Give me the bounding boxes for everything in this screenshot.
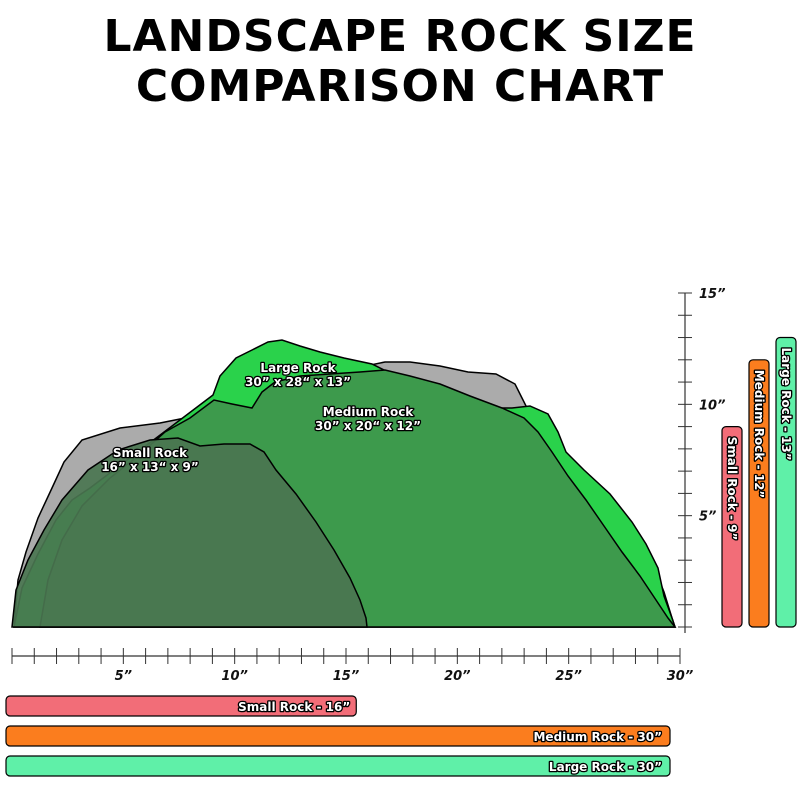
small-length-bar — [5, 695, 357, 717]
large-rock-name-label: Large Rock — [260, 361, 336, 375]
large-length-bar-label: Large Rock - 30” — [549, 760, 662, 774]
x-axis: 5” 10” 15” 20” 25” 30” — [11, 648, 693, 684]
medium-rock-name-label: Medium Rock — [323, 405, 415, 419]
y-tick-label: 10” — [699, 398, 725, 413]
chart-title: LANDSCAPE ROCK SIZE COMPARISON CHART — [0, 12, 800, 112]
x-tick-label: 15” — [333, 669, 359, 684]
medium-rock-dimensions-label: 30” x 20“ x 12” — [315, 419, 421, 433]
medium-length-bar-label: Medium Rock - 30” — [533, 730, 662, 744]
y-tick-label: 5” — [699, 510, 716, 525]
y-tick-label: 15” — [699, 287, 725, 302]
small-height-bar — [721, 426, 743, 628]
large-height-bar-label: Large Rock - 13” — [779, 348, 793, 461]
chart-title-line-2: COMPARISON CHART — [135, 61, 665, 112]
x-tick-label: 10” — [221, 669, 247, 684]
medium-height-bar-label: Medium Rock - 12” — [752, 370, 766, 499]
x-tick-label: 5” — [115, 669, 132, 684]
chart-title-line-1: LANDSCAPE ROCK SIZE — [103, 11, 697, 62]
small-rock-silhouette — [11, 437, 368, 628]
small-height-bar-label: Small Rock - 9” — [725, 437, 739, 541]
medium-length-bar — [5, 725, 671, 747]
x-tick-label: 25” — [555, 669, 581, 684]
large-rock-dimensions-label: 30” x 28“ x 13” — [245, 375, 351, 389]
height-bars: Small Rock - 9” Medium Rock - 12” Large Ro… — [721, 336, 797, 628]
y-axis: 5” 10” 15” — [678, 287, 725, 633]
small-length-bar-label: Small Rock - 16” — [238, 700, 350, 714]
large-height-bar — [775, 336, 797, 628]
length-bars: Small Rock - 16” Medium Rock - 30” Large R… — [5, 695, 671, 777]
small-rock-name-label: Small Rock — [113, 446, 188, 460]
small-rock-dimensions-label: 16” x 13“ x 9” — [101, 460, 199, 474]
rock-silhouettes — [11, 339, 677, 628]
x-tick-label: 20” — [444, 669, 470, 684]
medium-height-bar — [748, 359, 770, 628]
x-tick-label: 30” — [667, 669, 693, 684]
large-length-bar — [5, 755, 671, 777]
